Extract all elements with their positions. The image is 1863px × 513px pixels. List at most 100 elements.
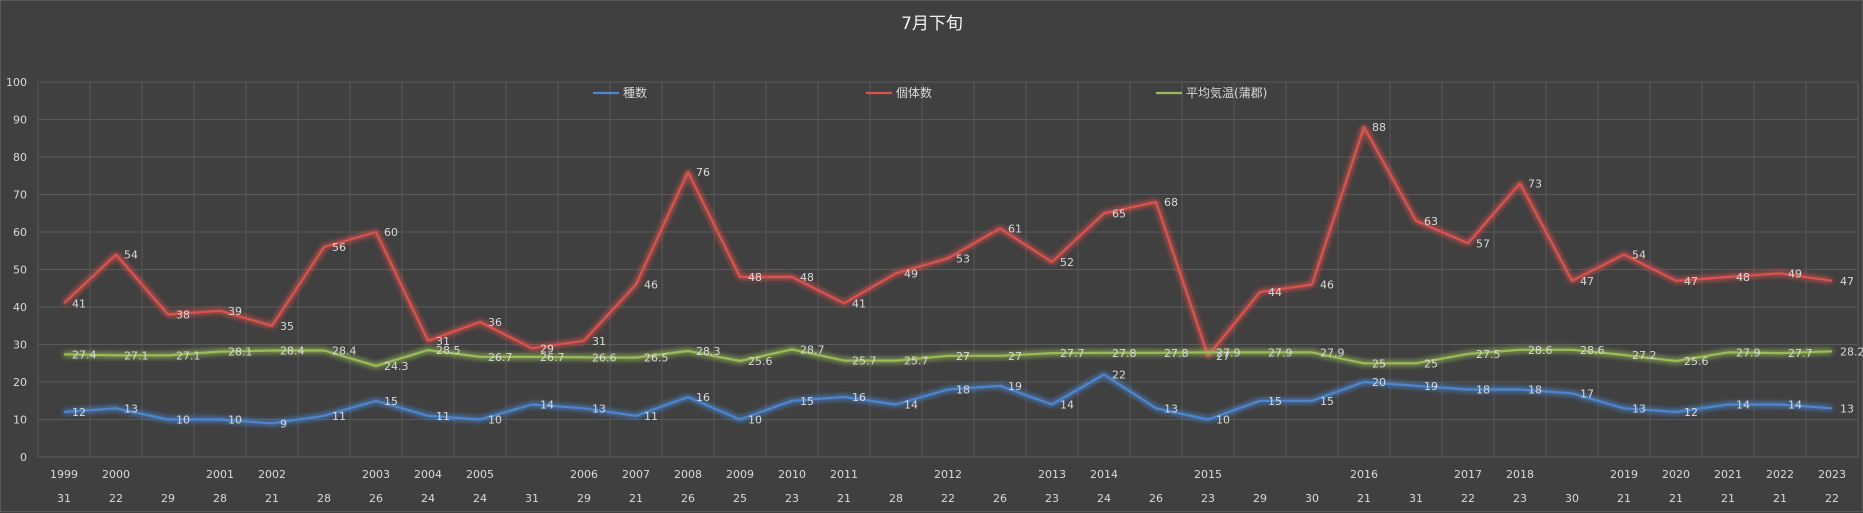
- x-tick-year-label: 2005: [466, 468, 494, 481]
- data-label: 10: [1216, 414, 1230, 427]
- data-label: 13: [592, 402, 606, 415]
- data-label: 25.7: [852, 355, 877, 368]
- data-label: 38: [176, 309, 190, 322]
- data-label: 27.8: [1164, 347, 1189, 360]
- x-tick-year-label: 2023: [1818, 468, 1846, 481]
- data-label: 18: [1528, 384, 1542, 397]
- x-tick-day-label: 28: [213, 492, 227, 505]
- x-tick-year-label: 2002: [258, 468, 286, 481]
- x-tick-day-label: 28: [889, 492, 903, 505]
- series-lines: [63, 125, 1833, 425]
- data-label: 27.9: [1320, 346, 1345, 359]
- chart-title: 7月下旬: [901, 14, 963, 34]
- data-label: 13: [124, 402, 138, 415]
- data-label: 10: [748, 414, 762, 427]
- data-label: 46: [1320, 279, 1334, 292]
- data-label: 28.4: [332, 345, 357, 358]
- x-tick-year-label: 2011: [830, 468, 858, 481]
- data-label: 28.6: [1580, 344, 1605, 357]
- x-tick-year-label: 2021: [1714, 468, 1742, 481]
- data-label: 16: [852, 391, 866, 404]
- data-label: 49: [904, 267, 918, 280]
- data-labels: 12 13 10 10 9 11 15 11 10 14 13 11 16 10 15 16 14 18 19 14 2…: [72, 121, 1863, 430]
- x-tick-day-label: 23: [1513, 492, 1527, 505]
- data-label: 14: [904, 399, 918, 412]
- x-tick-day-label: 29: [161, 492, 175, 505]
- y-tick-label: 90: [13, 114, 27, 127]
- data-label: 13: [1164, 402, 1178, 415]
- data-label: 26.7: [540, 351, 565, 364]
- x-tick-day-label: 21: [1669, 492, 1683, 505]
- data-label: 27.8: [1112, 347, 1137, 360]
- data-label: 28.5: [436, 344, 461, 357]
- x-tick-year-label: 2014: [1090, 468, 1118, 481]
- x-tick-day-label: 21: [265, 492, 279, 505]
- x-tick-year-label: 2017: [1454, 468, 1482, 481]
- data-label: 39: [228, 305, 242, 318]
- data-label: 26.5: [644, 352, 669, 365]
- data-label: 19: [1424, 380, 1438, 393]
- data-label: 10: [488, 414, 502, 427]
- data-label: 41: [852, 297, 866, 310]
- data-label: 53: [956, 252, 970, 265]
- data-label: 16: [696, 391, 710, 404]
- x-tick-day-label: 29: [577, 492, 591, 505]
- data-label: 31: [436, 335, 450, 348]
- y-tick-label: 60: [13, 226, 27, 239]
- x-tick-year-label: 2018: [1506, 468, 1534, 481]
- data-label: 28.4: [280, 345, 305, 358]
- x-tick-day-label: 31: [525, 492, 539, 505]
- x-tick-year-label: 2007: [622, 468, 650, 481]
- x-tick-day-label: 24: [421, 492, 435, 505]
- x-tick-day-label: 22: [941, 492, 955, 505]
- data-label: 27.4: [72, 348, 97, 361]
- x-tick-day-label: 26: [681, 492, 695, 505]
- x-tick-day-label: 21: [629, 492, 643, 505]
- x-tick-year-label: 2012: [934, 468, 962, 481]
- data-label: 10: [176, 414, 190, 427]
- series-line: [63, 373, 1833, 425]
- data-label: 14: [540, 399, 554, 412]
- x-tick-day-label: 23: [785, 492, 799, 505]
- data-label: 27.5: [1476, 348, 1501, 361]
- x-tick-day-label: 21: [837, 492, 851, 505]
- y-tick-label: 30: [13, 339, 27, 352]
- x-tick-day-label: 22: [1461, 492, 1475, 505]
- data-label: 54: [124, 249, 138, 262]
- x-tick-year-label: 2003: [362, 468, 390, 481]
- data-label: 76: [696, 166, 710, 179]
- x-tick-year-label: 2009: [726, 468, 754, 481]
- x-tick-year-label: 2000: [102, 468, 130, 481]
- y-tick-label: 40: [13, 301, 27, 314]
- x-tick-year-label: 2015: [1194, 468, 1222, 481]
- series-line: [63, 348, 1833, 367]
- x-tick-day-label: 21: [1773, 492, 1787, 505]
- data-label: 27.9: [1268, 346, 1293, 359]
- x-tick-year-label: 2001: [206, 468, 234, 481]
- x-tick-year-label: 2020: [1662, 468, 1690, 481]
- data-label: 20: [1372, 376, 1386, 389]
- data-label: 27.9: [1216, 346, 1241, 359]
- legend-label: 平均気温(蒲郡): [1186, 85, 1267, 100]
- data-label: 48: [800, 271, 814, 284]
- data-label: 9: [280, 417, 287, 430]
- data-label: 22: [1112, 369, 1126, 382]
- x-tick-day-label: 23: [1045, 492, 1059, 505]
- data-label: 27.7: [1060, 347, 1085, 360]
- data-label: 27: [1216, 350, 1230, 363]
- x-tick-year-label: 2016: [1350, 468, 1378, 481]
- data-label: 27.1: [176, 349, 201, 362]
- data-label: 49: [1788, 267, 1802, 280]
- x-tick-day-label: 25: [733, 492, 747, 505]
- x-tick-day-label: 30: [1565, 492, 1579, 505]
- data-label: 15: [384, 395, 398, 408]
- data-label: 27.7: [1788, 347, 1813, 360]
- x-tick-day-label: 30: [1305, 492, 1319, 505]
- data-label: 25: [1424, 357, 1438, 370]
- data-label: 63: [1424, 215, 1438, 228]
- data-label: 13: [1632, 402, 1646, 415]
- x-tick-day-label: 26: [1149, 492, 1163, 505]
- data-label: 11: [644, 410, 658, 423]
